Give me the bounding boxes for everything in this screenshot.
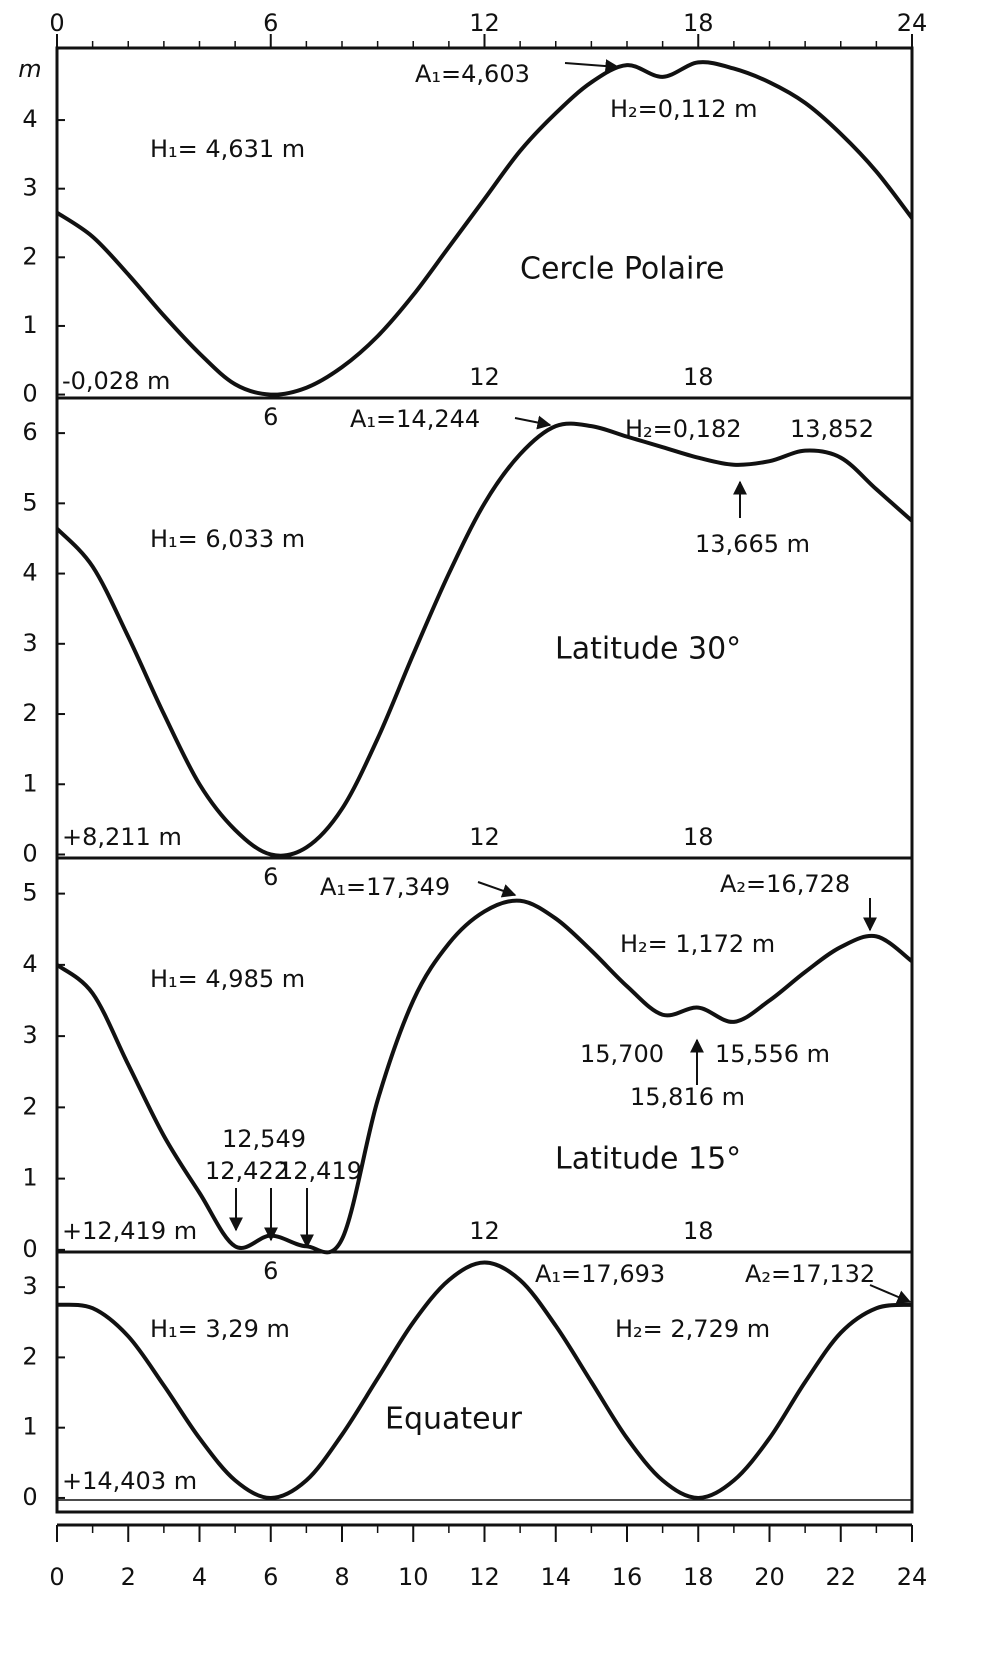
annotation: -0,028 m: [62, 367, 170, 395]
y-tick-label: 6: [22, 418, 37, 446]
x-tick-label: 16: [612, 1563, 643, 1591]
y-tick-label: 3: [22, 1021, 37, 1049]
annotation: 15,816 m: [630, 1083, 745, 1111]
tide-curve: [55, 421, 914, 858]
y-tick-label: 2: [22, 699, 37, 727]
frame: [55, 46, 914, 1514]
y-tick-label: 5: [22, 879, 37, 907]
x-tick-label: 6: [263, 1563, 278, 1591]
y-tick-label: 2: [22, 1092, 37, 1120]
x-tick-label: 0: [49, 9, 64, 37]
x-tick-label: 10: [398, 1563, 429, 1591]
annotation: 12,419: [278, 1157, 362, 1185]
annotation: H₁= 4,631 m: [150, 135, 305, 163]
y-tick-label: 1: [22, 769, 37, 797]
tide-curve: [55, 898, 914, 1255]
y-tick-label: 0: [22, 839, 37, 867]
hour-marker: 12: [469, 823, 500, 851]
x-tick-label: 6: [263, 9, 278, 37]
panel-label: Latitude 30°: [555, 632, 741, 667]
annotation: A₁=14,244: [350, 405, 480, 433]
annotation: H₁= 3,29 m: [150, 1315, 290, 1343]
x-tick-label: 2: [121, 1563, 136, 1591]
y-tick-label: 3: [22, 174, 37, 202]
annotation: H₂= 1,172 m: [620, 930, 775, 958]
hour-marker: 18: [683, 1217, 714, 1245]
annotation: A₁=4,603: [415, 60, 530, 88]
hour-marker: 6: [263, 863, 278, 891]
x-tick-label: 18: [683, 1563, 714, 1591]
hour-marker: 12: [469, 1217, 500, 1245]
annotation: +14,403 m: [62, 1467, 197, 1495]
x-tick-label: 0: [49, 1563, 64, 1591]
annotation: 13,852: [790, 415, 874, 443]
annotation: H₁= 4,985 m: [150, 965, 305, 993]
annotation: A₂=16,728: [720, 870, 850, 898]
hour-marker: 18: [683, 363, 714, 391]
y-tick-label: 2: [22, 242, 37, 270]
annotation: +12,419 m: [62, 1217, 197, 1245]
hour-marker: 18: [683, 823, 714, 851]
hour-marker: 6: [263, 403, 278, 431]
x-tick-label: 20: [754, 1563, 785, 1591]
y-tick-label: 1: [22, 311, 37, 339]
x-tick-label: 12: [469, 1563, 500, 1591]
arrow: [477, 881, 517, 898]
tide-curve: [55, 60, 914, 397]
y-tick-label: 4: [22, 559, 37, 587]
x-tick-label: 8: [334, 1563, 349, 1591]
annotation: A₁=17,693: [535, 1260, 665, 1288]
x-tick-label: 4: [192, 1563, 207, 1591]
y-tick-label: 0: [22, 380, 37, 408]
annotation: H₂= 2,729 m: [615, 1315, 770, 1343]
annotation: 12,422: [205, 1157, 289, 1185]
panel-label: Equateur: [385, 1402, 523, 1437]
hour-marker: 6: [263, 1257, 278, 1285]
annotation: H₁= 6,033 m: [150, 525, 305, 553]
arrow: [514, 415, 552, 430]
annotation: A₁=17,349: [320, 873, 450, 901]
annotation: 15,700: [580, 1040, 664, 1068]
x-tick-label: 14: [540, 1563, 571, 1591]
y-tick-label: 0: [22, 1483, 37, 1511]
y-tick-label: 1: [22, 1413, 37, 1441]
annotation: 13,665 m: [695, 530, 810, 558]
tide-curve: [56, 1260, 913, 1500]
x-tick-label: 12: [469, 9, 500, 37]
annotation: 15,556 m: [715, 1040, 830, 1068]
panel-label: Latitude 15°: [555, 1142, 741, 1177]
y-unit: m: [18, 55, 41, 83]
annotation: A₂=17,132: [745, 1260, 875, 1288]
panel-label: Cercle Polaire: [520, 252, 724, 287]
x-tick-label: 24: [897, 1563, 928, 1591]
y-tick-label: 5: [22, 488, 37, 516]
y-tick-label: 1: [22, 1164, 37, 1192]
y-tick-label: 3: [22, 629, 37, 657]
y-tick-label: 3: [22, 1272, 37, 1300]
annotation: H₂=0,182: [625, 415, 741, 443]
arrow: [564, 59, 620, 74]
annotation: H₂=0,112 m: [610, 95, 758, 123]
annotation: +8,211 m: [62, 823, 182, 851]
arrow: [869, 1284, 912, 1304]
hour-marker: 12: [469, 363, 500, 391]
x-tick-label: 24: [897, 9, 928, 37]
y-tick-label: 4: [22, 105, 37, 133]
y-tick-label: 0: [22, 1235, 37, 1263]
annotation: 12,549: [222, 1125, 306, 1153]
y-tick-label: 4: [22, 950, 37, 978]
x-tick-label: 18: [683, 9, 714, 37]
y-tick-label: 2: [22, 1342, 37, 1370]
x-tick-label: 22: [825, 1563, 856, 1591]
